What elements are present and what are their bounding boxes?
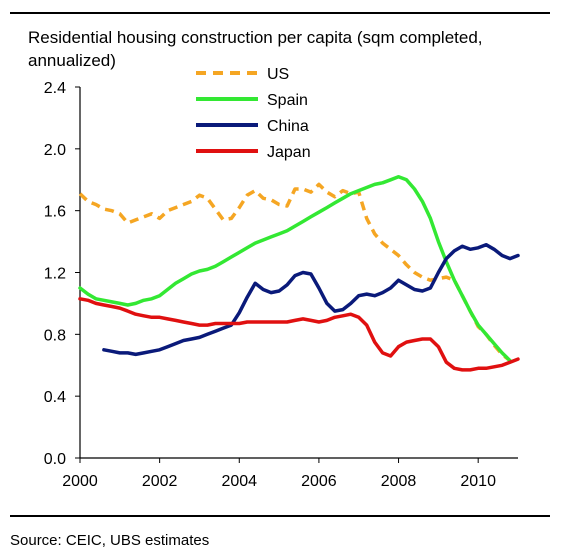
series-line-japan	[78, 297, 520, 372]
legend-label-spain: Spain	[267, 92, 308, 109]
x-tick-label: 2010	[460, 473, 496, 490]
legend-label-china: China	[267, 118, 309, 135]
y-tick-label: 0.8	[44, 327, 66, 344]
legend-label-japan: Japan	[267, 144, 311, 161]
x-tick-label: 2008	[381, 473, 417, 490]
y-tick-label: 2.0	[44, 142, 66, 159]
source-note: Source: CEIC, UBS estimates	[10, 532, 210, 549]
axes: 0.0 0.4 0.8 1.2 1.6 2.0 2.4 2000 2002 2004 2006 200…	[44, 80, 518, 490]
chart-title: Residential housing construction per cap…	[28, 28, 483, 70]
series-line-us	[78, 182, 512, 362]
y-tick-label: 1.2	[44, 266, 66, 283]
legend: US Spain China Japan	[196, 66, 311, 161]
plot-area	[78, 174, 520, 372]
series-line-china	[102, 242, 520, 357]
y-tick-label: 0.0	[44, 451, 66, 468]
x-tick-label: 2006	[301, 473, 337, 490]
x-tick-label: 2004	[221, 473, 257, 490]
top-rule	[10, 12, 550, 14]
bottom-rule	[10, 515, 550, 517]
y-tick-label: 2.4	[44, 80, 66, 97]
x-tick-label: 2002	[142, 473, 178, 490]
legend-label-us: US	[267, 66, 289, 83]
series-line-spain	[78, 174, 512, 363]
x-tick-label: 2000	[62, 473, 98, 490]
y-tick-label: 0.4	[44, 389, 66, 406]
y-tick-label: 1.6	[44, 204, 66, 221]
